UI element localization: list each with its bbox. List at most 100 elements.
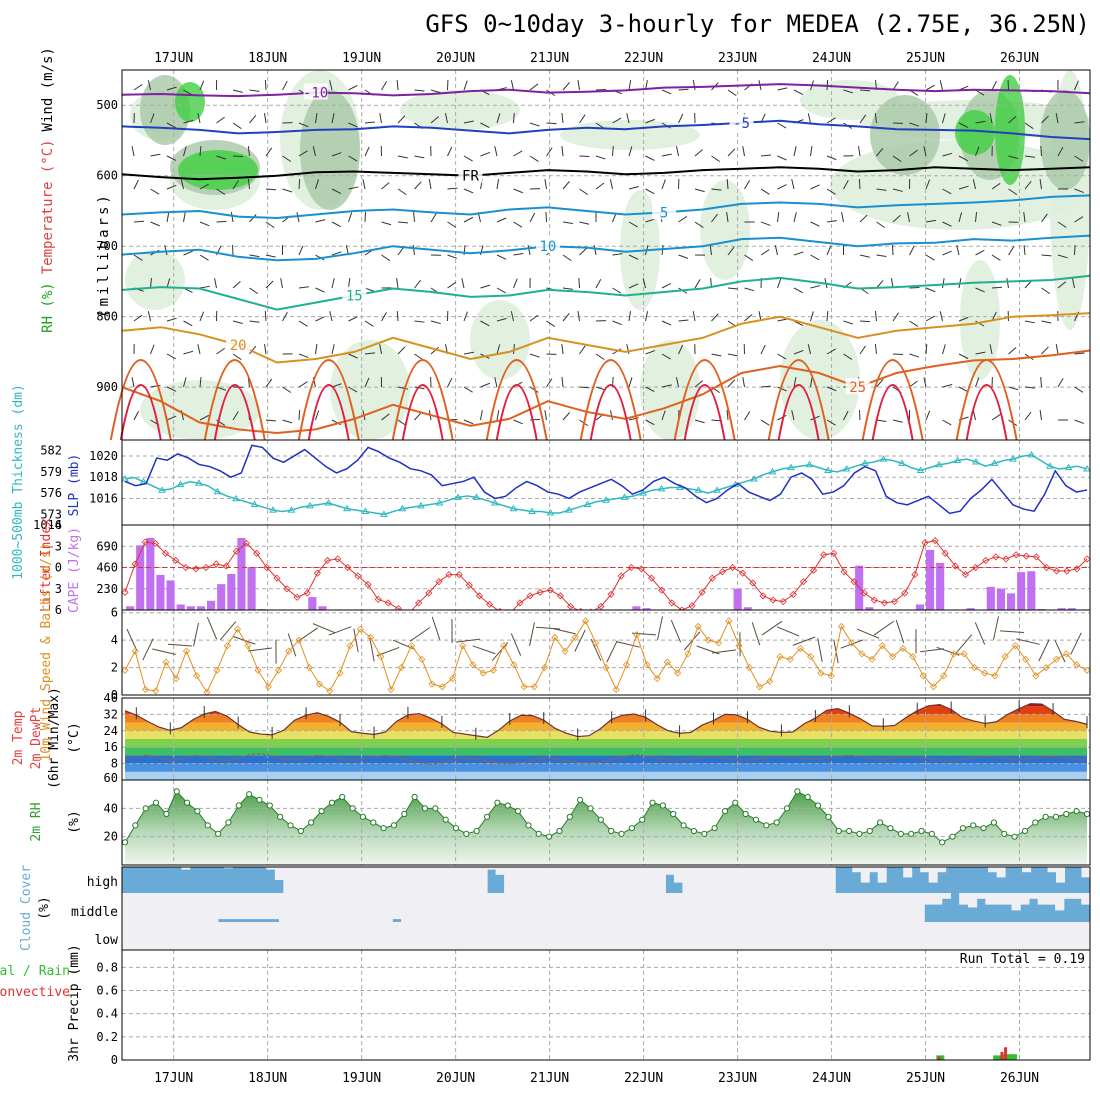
rh-marker: [514, 808, 522, 815]
cloud-clear-cell: [915, 893, 925, 922]
cloud-clear-cell: [200, 922, 210, 950]
wind-barb: [131, 146, 135, 157]
cloud-clear-cell: [200, 893, 210, 922]
wind-barb: [925, 315, 935, 322]
wind-barb: [282, 386, 292, 393]
temperature-contour: [121, 166, 1091, 181]
wind-barb: [858, 146, 861, 157]
wind-barb: [609, 179, 613, 190]
lifted-index-marker: [810, 566, 818, 574]
lifted-index-marker: [566, 602, 575, 611]
rh-marker: [1083, 810, 1091, 818]
y-tick-label: 900: [96, 380, 118, 394]
cloud-clear-cell: [300, 867, 310, 893]
wind-barb: [193, 622, 199, 647]
rh-marker: [339, 793, 346, 801]
rh-marker: [349, 805, 356, 812]
temperature-contour-30: [401, 384, 444, 441]
wind-barb: [379, 113, 382, 124]
lifted-index-marker: [658, 586, 666, 594]
lifted-index-marker: [273, 574, 281, 582]
cloud-clear-cell: [767, 867, 777, 893]
wind-barb: [975, 212, 978, 223]
cloud-clear-cell: [653, 893, 664, 922]
wind-barb: [892, 419, 903, 423]
temperature-contour-25: [579, 359, 642, 441]
wind-barb: [298, 353, 309, 359]
cloud-clear-cell: [244, 893, 254, 920]
wind-barb: [841, 212, 844, 223]
wind-barb: [150, 153, 161, 157]
cloud-clear-cell: [903, 867, 913, 878]
thickness-marker: [232, 494, 240, 502]
wind-barb: [428, 179, 432, 190]
lifted-index-marker: [779, 597, 787, 606]
cloud-clear-cell: [139, 893, 149, 922]
rh-marker: [152, 799, 160, 806]
thickness-marker: [602, 496, 610, 503]
wind-barb: [150, 221, 160, 227]
cloud-clear-cell: [209, 922, 219, 950]
wind-speed-marker: [500, 642, 508, 650]
wind-barb: [923, 146, 927, 157]
cloud-clear-cell: [313, 893, 324, 922]
y-tick-label-slp: 1020: [89, 449, 118, 463]
lifted-index-marker: [698, 588, 706, 596]
rh-marker: [628, 825, 635, 832]
precip-panel: 0 0.2 0.4 0.6 0.8 3hr Precip (mm)Total / Rain…: [0, 944, 1090, 1067]
wind-barb: [826, 245, 832, 256]
wind-barb: [166, 386, 177, 392]
cloud-clear-cell: [597, 867, 607, 893]
cloud-clear-cell: [165, 893, 175, 922]
rh-area: [125, 791, 1087, 865]
y-tick-label: 4: [111, 633, 118, 647]
wind-speed-marker: [663, 658, 671, 666]
thickness-marker: [1027, 450, 1036, 458]
cape-bar: [936, 562, 945, 610]
rh-marker: [246, 791, 253, 798]
wind-barb: [1055, 113, 1059, 124]
cloud-clear-cell: [1063, 893, 1074, 899]
wind-barb: [1039, 410, 1042, 421]
wind-barb: [874, 113, 877, 124]
wind-barb: [496, 344, 501, 355]
cloud-clear-cell: [741, 922, 751, 950]
wind-speed-marker: [182, 647, 190, 655]
wind-barb: [381, 312, 387, 322]
cape-bar: [318, 606, 327, 610]
cloud-clear-cell: [419, 867, 429, 893]
rh-marker: [483, 813, 491, 820]
wind-barb: [1070, 632, 1082, 655]
wind-barb: [152, 648, 176, 655]
wind-barb: [909, 122, 920, 127]
wind-barb: [777, 155, 787, 161]
wind-barb: [925, 84, 936, 91]
wind-barb: [909, 320, 919, 327]
wind-barb: [1008, 386, 1019, 391]
wind-barb: [463, 419, 474, 425]
wind-barb: [657, 616, 663, 640]
wind-barb: [989, 344, 993, 355]
thickness-marker: [972, 457, 980, 465]
wind-barb: [579, 221, 590, 225]
wind-speed-marker: [653, 674, 661, 683]
lifted-index-marker: [485, 600, 494, 608]
cloud-clear-cell: [627, 893, 638, 922]
cloud-clear-cell: [767, 922, 777, 950]
wind-barb: [628, 254, 639, 260]
cloud-clear-cell: [1022, 867, 1032, 873]
wind-barb: [1041, 115, 1049, 124]
slp-thickness-panel: 573 576 579 582 1016 1018 1020 1014 1000~500mb T…: [11, 384, 1091, 580]
x-tick-label-bottom: 21JUN: [530, 1071, 569, 1086]
wind-barb: [199, 285, 210, 289]
wind-barb: [726, 409, 729, 421]
lifted-index-marker: [840, 568, 848, 576]
wind-barb: [414, 412, 422, 421]
wind-barb: [744, 254, 754, 261]
cloud-clear-cell: [540, 893, 550, 922]
thickness-marker: [879, 455, 888, 462]
wind-barb: [298, 122, 309, 128]
rh-shading: [125, 250, 185, 310]
cloud-clear-cell: [322, 922, 332, 950]
wind-barb: [579, 155, 590, 158]
